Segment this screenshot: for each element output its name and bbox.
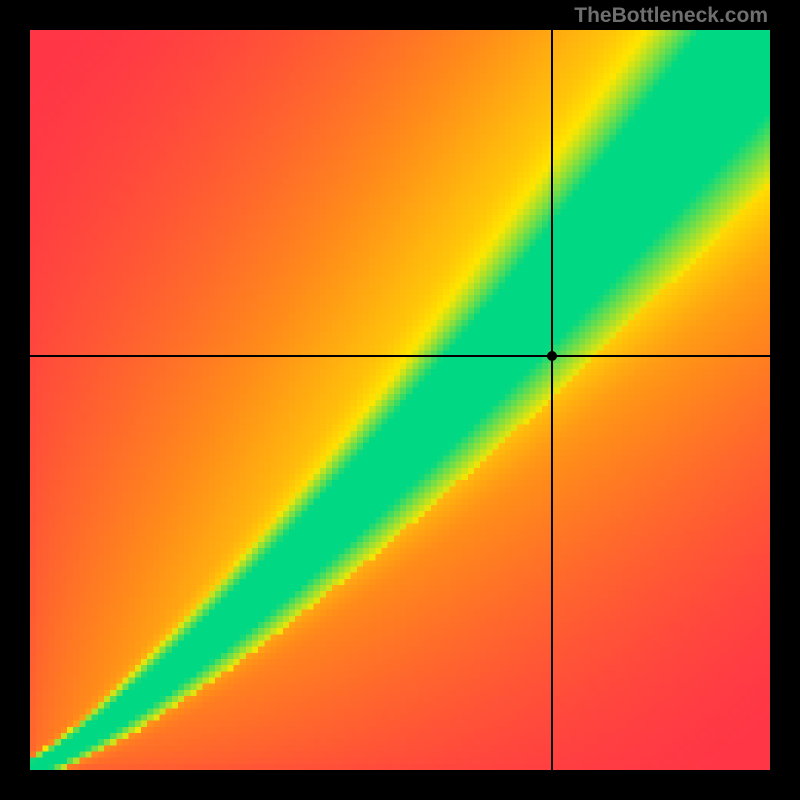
crosshair-vertical: [551, 30, 553, 770]
chart-container: TheBottleneck.com: [0, 0, 800, 800]
crosshair-marker: [547, 351, 557, 361]
watermark-text: TheBottleneck.com: [574, 4, 768, 28]
crosshair-horizontal: [30, 355, 770, 357]
bottleneck-heatmap: [30, 30, 770, 770]
